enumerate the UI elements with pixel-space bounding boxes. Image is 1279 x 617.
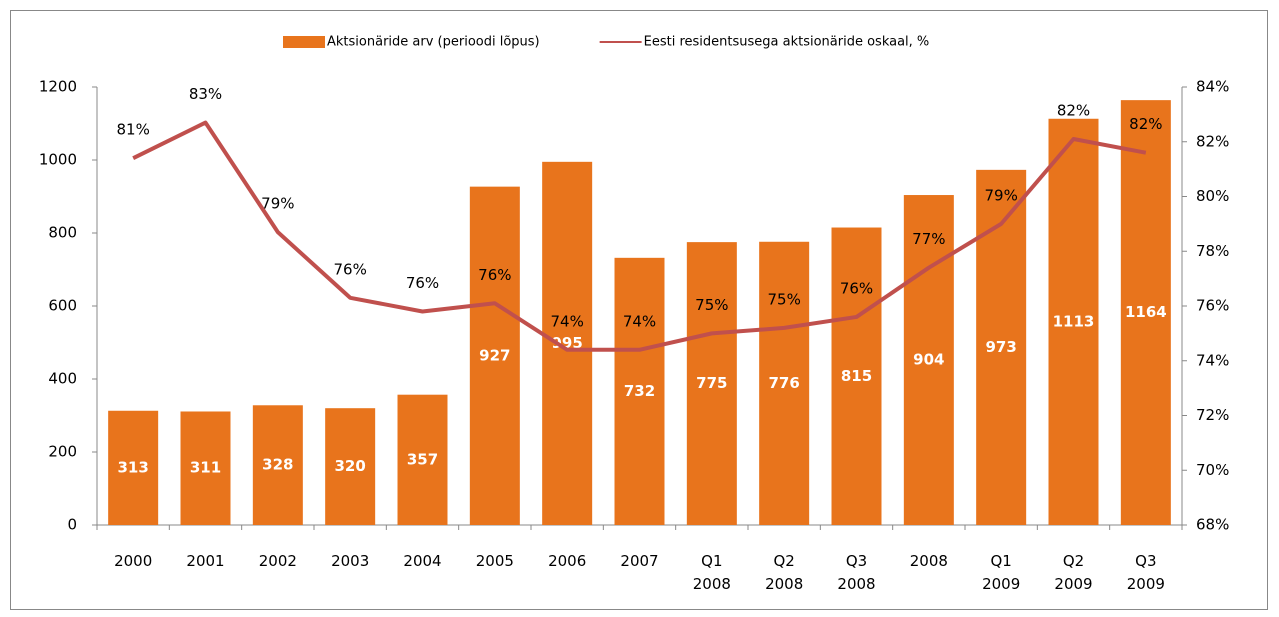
line-value-label: 82% [1129, 115, 1162, 133]
y-tick-label: 800 [48, 224, 77, 242]
line-value-label: 76% [333, 260, 366, 278]
x-tick-label: 2007 [620, 552, 659, 570]
legend-label: Eesti residentsusega aktsionäride oskaal… [644, 35, 930, 50]
y-tick-label: 200 [48, 443, 77, 461]
line-value-label: 75% [695, 296, 728, 314]
x-tick-label: Q2 2008 [765, 552, 804, 593]
y2-tick-label: 68% [1196, 516, 1229, 534]
x-tick-label: 2006 [548, 552, 587, 570]
y2-tick-label: 70% [1196, 461, 1229, 479]
line-value-label: 79% [984, 186, 1017, 204]
y-tick-label: 1000 [39, 151, 77, 169]
x-tick-label: 2008 [909, 552, 948, 570]
y2-tick-label: 82% [1196, 132, 1229, 150]
x-tick-label: 2002 [258, 552, 297, 570]
bar [108, 410, 159, 525]
bar [903, 195, 954, 526]
x-tick-label: 2005 [475, 552, 514, 570]
bar [469, 186, 520, 525]
bar [1120, 100, 1171, 525]
y2-tick-label: 78% [1196, 242, 1229, 260]
bar-value-label: 815 [841, 367, 872, 385]
line-value-label: 76% [840, 279, 873, 297]
bar-value-label: 927 [479, 346, 510, 364]
bar-value-label: 328 [262, 456, 293, 474]
bar-value-label: 357 [407, 450, 438, 468]
y2-tick-label: 80% [1196, 187, 1229, 205]
bar [686, 242, 737, 525]
legend-label: Aktsionäride arv (perioodi lõpus) [327, 35, 540, 50]
bar-value-label: 313 [118, 458, 149, 476]
x-tick-label: Q2 2009 [1054, 552, 1093, 593]
line-value-label: 77% [912, 230, 945, 248]
bar-value-label: 320 [335, 457, 366, 475]
y-tick-label: 1200 [39, 78, 77, 96]
x-tick-label: Q1 2009 [982, 552, 1021, 593]
y2-tick-label: 76% [1196, 297, 1229, 315]
bar [976, 169, 1027, 526]
bar-value-label: 732 [624, 382, 655, 400]
x-tick-label: 2001 [186, 552, 225, 570]
line-value-label: 81% [116, 121, 149, 139]
bar [180, 411, 231, 525]
y-tick-label: 400 [48, 370, 77, 388]
bar [397, 394, 448, 525]
bar-value-label: 1164 [1125, 303, 1167, 321]
bar [325, 408, 376, 525]
x-tick-label: 2000 [114, 552, 153, 570]
line-value-label: 76% [406, 274, 439, 292]
y2-tick-label: 74% [1196, 351, 1229, 369]
bar-value-label: 776 [769, 374, 800, 392]
x-tick-label: 2004 [403, 552, 442, 570]
line-value-label: 74% [623, 312, 656, 330]
bar-value-label: 973 [986, 338, 1017, 356]
bar-value-label: 904 [913, 351, 944, 369]
x-tick-label: Q1 2008 [692, 552, 731, 593]
legend-swatch [283, 36, 325, 48]
bar [1048, 118, 1099, 525]
x-tick-label: Q3 2009 [1126, 552, 1165, 593]
y-tick-label: 0 [67, 516, 77, 534]
bar-value-label: 311 [190, 459, 221, 477]
x-tick-label: Q3 2008 [837, 552, 876, 593]
y-tick-label: 600 [48, 297, 77, 315]
bar [759, 241, 810, 525]
line-value-label: 76% [478, 266, 511, 284]
bar [614, 257, 665, 525]
line-value-label: 79% [261, 195, 294, 213]
bar [252, 405, 303, 525]
bar [542, 161, 593, 525]
line-value-label: 74% [550, 312, 583, 330]
bar-value-label: 1113 [1053, 312, 1095, 330]
bar [831, 227, 882, 525]
bar-value-label: 775 [696, 374, 727, 392]
line-value-label: 83% [189, 85, 222, 103]
line-value-label: 82% [1057, 102, 1090, 120]
line-value-label: 75% [767, 290, 800, 308]
bar-value-label: 995 [552, 334, 583, 352]
line [132, 120, 1147, 352]
x-tick-label: 2003 [331, 552, 370, 570]
y2-tick-label: 84% [1196, 78, 1229, 96]
frame [10, 10, 1268, 610]
y2-tick-label: 72% [1196, 406, 1229, 424]
